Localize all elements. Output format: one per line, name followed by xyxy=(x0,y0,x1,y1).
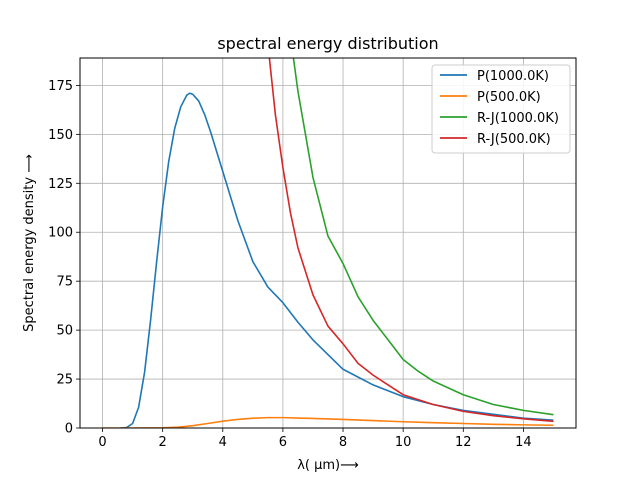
y-tick-label: 50 xyxy=(56,324,73,339)
y-tick-label: 125 xyxy=(48,177,73,192)
series-line-2 xyxy=(102,416,554,428)
legend-box xyxy=(431,64,571,154)
legend-label: P(1000.0K) xyxy=(477,69,549,84)
legend: P(1000.0K) P(500.0K) R-J(1000.0K) R-J(500.0… xyxy=(431,64,571,154)
plot-frame xyxy=(79,57,577,429)
y-axis-label: Spectral energy density ⟶ xyxy=(22,154,37,332)
series-line-3 xyxy=(292,58,554,416)
y-tick-label: 100 xyxy=(48,226,73,241)
y-tick-label: 75 xyxy=(56,275,73,290)
series-line-4 xyxy=(268,58,554,423)
series-line-1 xyxy=(120,92,554,428)
legend-label: R-J(1000.0K) xyxy=(477,111,559,126)
legend-label: P(500.0K) xyxy=(477,90,541,105)
y-axis: 0 25 50 75 100 125 150 175 xyxy=(48,79,80,437)
y-tick-label: 0 xyxy=(65,422,73,437)
x-tick-label: 8 xyxy=(339,435,347,450)
x-tick-label: 12 xyxy=(455,435,472,450)
y-tick-label: 150 xyxy=(48,128,73,143)
x-tick-label: 6 xyxy=(279,435,287,450)
x-tick-label: 4 xyxy=(219,435,227,450)
x-tick-label: 2 xyxy=(159,435,167,450)
y-tick-label: 175 xyxy=(48,79,73,94)
x-tick-label: 14 xyxy=(515,435,532,450)
x-tick-label: 0 xyxy=(98,435,106,450)
x-axis-label: λ( μm)⟶ xyxy=(297,458,359,473)
chart-title: spectral energy distribution xyxy=(217,34,438,53)
series-layer xyxy=(102,58,554,428)
legend-label: R-J(500.0K) xyxy=(477,132,551,147)
y-tick-label: 25 xyxy=(56,373,73,388)
x-axis: 0 2 4 6 8 10 12 14 xyxy=(98,428,532,450)
x-tick-label: 10 xyxy=(395,435,412,450)
